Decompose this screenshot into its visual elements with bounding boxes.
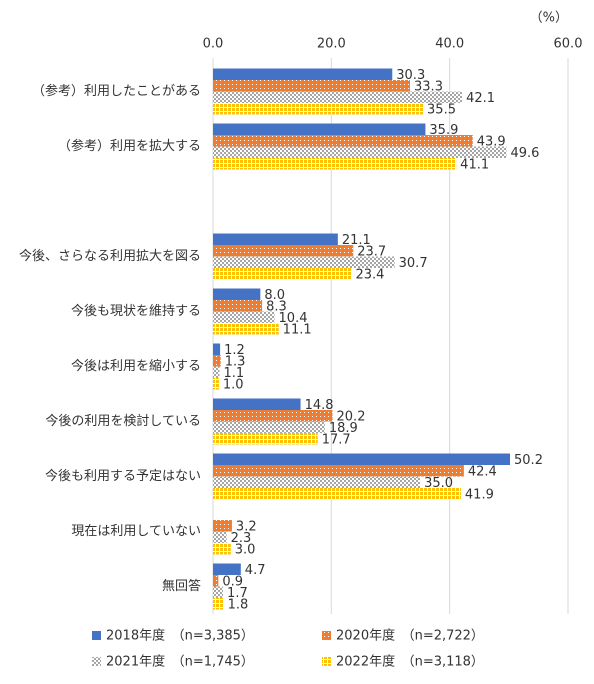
y-tick-label: 今後の利用を検討している	[45, 413, 201, 429]
value-label: 1.1	[224, 366, 245, 381]
bar	[213, 103, 424, 115]
value-label: 4.7	[245, 563, 266, 578]
bar	[213, 410, 333, 422]
legend-label: 2022年度 （n=3,118）	[336, 654, 484, 670]
value-label: 3.0	[235, 542, 256, 557]
value-label: 1.8	[228, 597, 249, 612]
bar	[213, 135, 473, 147]
value-label: 1.3	[225, 354, 246, 369]
y-tick-label: 今後は利用を縮小する	[71, 358, 201, 374]
bar	[213, 433, 318, 445]
bar	[213, 158, 457, 170]
legend-swatch	[322, 657, 331, 666]
bar	[213, 378, 219, 390]
y-tick-label: （参考）利用したことがある	[32, 83, 201, 99]
bar	[213, 311, 275, 323]
value-label: 14.8	[305, 398, 334, 413]
value-label: 10.4	[279, 311, 308, 326]
bar	[213, 300, 263, 312]
legend-label: 2020年度 （n=2,722）	[336, 628, 484, 644]
value-label: 33.3	[414, 79, 443, 94]
value-label: 41.1	[460, 157, 489, 172]
value-label: 2.3	[231, 531, 252, 546]
bar	[213, 68, 393, 80]
y-tick-label: （参考）利用を拡大する	[58, 138, 201, 154]
value-label: 8.0	[264, 288, 285, 303]
value-label: 23.4	[355, 267, 384, 282]
value-label: 1.0	[223, 377, 244, 392]
legend-swatch	[92, 657, 101, 666]
y-tick-label: 今後も利用する予定はない	[45, 468, 201, 484]
bar	[213, 598, 224, 610]
bar	[213, 288, 261, 300]
bar	[213, 531, 227, 543]
bar	[213, 355, 221, 367]
bar	[213, 453, 511, 465]
bar	[213, 398, 301, 410]
value-label: 0.9	[222, 574, 243, 589]
bar	[213, 123, 426, 135]
bar	[213, 256, 395, 268]
bar	[213, 520, 232, 532]
x-tick-label: 20.0	[317, 37, 346, 52]
bar	[213, 343, 221, 355]
value-label: 42.4	[468, 464, 497, 479]
bar	[213, 366, 220, 378]
value-label: 35.5	[427, 102, 456, 117]
bar	[213, 233, 338, 245]
legend-swatch	[92, 631, 101, 640]
value-label: 17.7	[322, 432, 351, 447]
bar	[213, 146, 507, 158]
value-label: 42.1	[466, 91, 495, 106]
value-label: 35.0	[424, 476, 453, 491]
y-tick-label: 今後も現状を維持する	[71, 303, 201, 319]
value-label: 1.7	[227, 586, 248, 601]
y-tick-label: 今後、さらなる利用拡大を図る	[19, 248, 201, 264]
value-label: 35.9	[429, 123, 458, 138]
value-label: 1.2	[224, 343, 245, 358]
value-label: 3.2	[236, 519, 257, 534]
bar	[213, 245, 354, 257]
bar	[213, 563, 241, 575]
legend-label: 2021年度 （n=1,745）	[106, 654, 254, 670]
bar	[213, 80, 411, 92]
legend-label: 2018年度 （n=3,385）	[106, 628, 254, 644]
legend-swatch	[322, 631, 331, 640]
value-label: 21.1	[342, 233, 371, 248]
y-tick-label: 無回答	[162, 578, 201, 594]
y-tick-label: 現在は利用していない	[71, 524, 201, 539]
value-label: 41.9	[465, 487, 494, 502]
bar	[213, 575, 219, 587]
value-label: 20.2	[337, 409, 366, 424]
value-label: 18.9	[329, 421, 358, 436]
bar	[213, 488, 461, 500]
value-label: 30.3	[396, 68, 425, 83]
bar	[213, 543, 231, 555]
bar	[213, 268, 352, 280]
x-tick-label: 40.0	[435, 37, 464, 52]
bar	[213, 323, 279, 335]
bar	[213, 421, 325, 433]
bar	[213, 586, 224, 598]
value-label: 50.2	[514, 453, 543, 468]
value-label: 8.3	[266, 299, 287, 314]
bar	[213, 91, 463, 103]
bar	[213, 465, 464, 477]
bar	[213, 476, 421, 488]
x-tick-label: 0.0	[203, 37, 224, 52]
unit-label: （%）	[530, 11, 568, 26]
value-label: 11.1	[283, 322, 312, 337]
value-label: 30.7	[399, 256, 428, 271]
x-tick-label: 60.0	[554, 37, 583, 52]
value-label: 49.6	[510, 146, 539, 161]
value-label: 43.9	[477, 134, 506, 149]
value-label: 23.7	[357, 244, 386, 259]
